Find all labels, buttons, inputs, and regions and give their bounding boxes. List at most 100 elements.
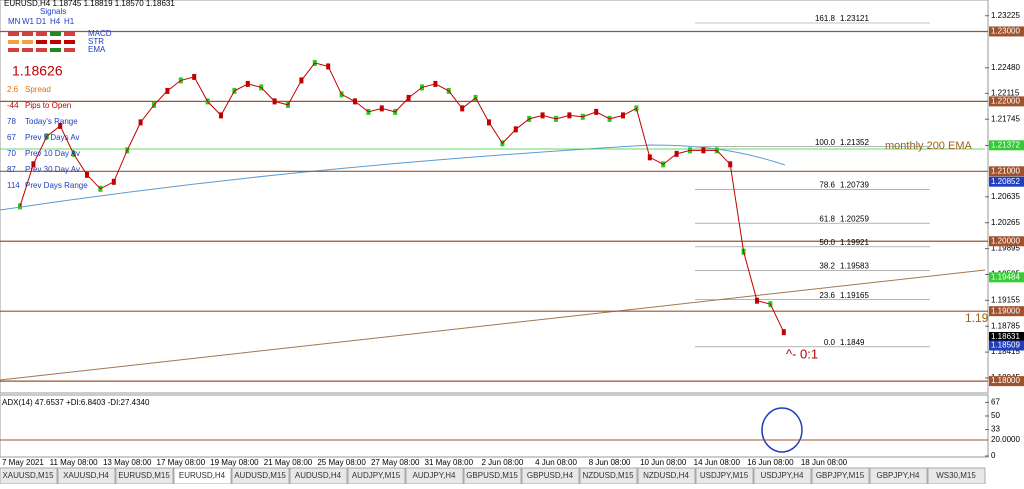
adx-tick-label: 0 — [991, 451, 996, 460]
level-box — [989, 96, 1024, 107]
signal-cell — [50, 40, 61, 44]
fib-price: 1.20739 — [840, 181, 869, 190]
y-tick-label: 1.22115 — [991, 88, 1020, 97]
fib-price: 1.19921 — [840, 238, 869, 247]
tab-label: AUDUSD,H4 — [295, 471, 342, 480]
x-tick-label: 14 Jun 08:00 — [694, 458, 741, 467]
y-tick-label: 1.22480 — [991, 63, 1020, 72]
tab-label: NZDUSD,H4 — [643, 471, 689, 480]
x-tick-label: 7 May 2021 — [2, 458, 44, 467]
signal-cell — [64, 40, 75, 44]
signal-cell — [22, 32, 33, 36]
signal-cell — [64, 32, 75, 36]
signal-cell — [36, 32, 47, 36]
y-tick-label: 1.19895 — [991, 244, 1020, 253]
tab-label: AUDUSD,M15 — [234, 471, 286, 480]
fib-price: 1.23121 — [840, 14, 869, 23]
info-label: Pips to Open — [25, 101, 71, 110]
tab-label: GBPUSD,H4 — [527, 471, 574, 480]
info-label: Today's Range — [25, 117, 78, 126]
timeframe: MN — [8, 17, 21, 26]
signal-cell — [8, 32, 19, 36]
timeframe: W1 — [22, 17, 35, 26]
x-tick-label: 25 May 08:00 — [317, 458, 366, 467]
info-value: 2.6 — [7, 85, 19, 94]
x-tick-label: 16 Jun 08:00 — [747, 458, 794, 467]
price-marker — [989, 176, 1024, 187]
tab-label: USDJPY,H4 — [761, 471, 805, 480]
signal-name: MACD — [88, 29, 112, 38]
fib-ratio: 161.8 — [815, 14, 836, 23]
fib-ratio: 38.2 — [819, 262, 835, 271]
current-price: 1.18626 — [12, 63, 63, 79]
level-box — [989, 306, 1024, 317]
y-tick-label: 1.20265 — [991, 218, 1020, 227]
level-label: 1.23000 — [991, 27, 1020, 36]
price-marker-label: 1.19484 — [991, 272, 1020, 281]
signal-name: EMA — [88, 45, 106, 54]
level-label: 1.21000 — [991, 166, 1020, 175]
x-tick-label: 21 May 08:00 — [264, 458, 313, 467]
fib-price: 1.20259 — [840, 214, 869, 223]
tab-label: GBPJPY,M15 — [816, 471, 865, 480]
info-value: 67 — [7, 133, 16, 142]
info-value: 70 — [7, 149, 16, 158]
adx-title: ADX(14) 47.6537 +DI:6.8403 -DI:27.4340 — [2, 398, 150, 407]
y-tick-label: 1.19155 — [991, 295, 1020, 304]
adx-tick-label: 50 — [991, 411, 1000, 420]
signal-cell — [8, 48, 19, 52]
signal-cell — [8, 40, 19, 44]
tab-label: XAUUSD,H4 — [63, 471, 109, 480]
price-marker — [989, 340, 1024, 351]
symbol: EURUSD,H4 1.18745 1.18819 1.18570 1.1863… — [4, 0, 175, 8]
x-tick-label: 18 Jun 08:00 — [801, 458, 848, 467]
signal-cell — [22, 40, 33, 44]
annotation: ^- 0:1 — [786, 346, 818, 361]
signal-cell — [50, 32, 61, 36]
tab-label: GBPJPY,H4 — [877, 471, 921, 480]
info-label: Prev 5 Days Av — [25, 133, 80, 142]
y-tick-label: 1.23225 — [991, 11, 1020, 20]
price-marker-label: 1.20852 — [991, 177, 1020, 186]
fib-price: 1.19165 — [840, 291, 869, 300]
tab-label: EURUSD,H4 — [179, 471, 226, 480]
info-value: 114 — [7, 181, 20, 190]
info-label: Spread — [25, 85, 51, 94]
x-tick-label: 19 May 08:00 — [210, 458, 259, 467]
price-marker-label: 1.18631 — [991, 332, 1020, 341]
x-tick-label: 2 Jun 08:00 — [481, 458, 523, 467]
fib-price: 1.19583 — [840, 262, 869, 271]
info-value: -44 — [7, 101, 19, 110]
tab-label: XAUUSD,M15 — [2, 471, 54, 480]
signals-title: Signals — [40, 7, 66, 16]
fib-ratio: 100.0 — [815, 138, 836, 147]
trend-line — [0, 269, 986, 381]
x-tick-label: 31 May 08:00 — [425, 458, 474, 467]
tab-label: AUDJPY,M15 — [352, 471, 401, 480]
x-tick-label: 11 May 08:00 — [50, 458, 98, 467]
tab-label: NZDUSD,M15 — [582, 471, 634, 480]
level-box — [989, 166, 1024, 177]
timeframe: H1 — [64, 17, 75, 26]
y-tick-label: 1.21745 — [991, 114, 1020, 123]
fib-ratio: 23.6 — [819, 291, 835, 300]
level-label: 1.19000 — [991, 306, 1020, 315]
level-box — [989, 26, 1024, 37]
x-tick-label: 13 May 08:00 — [103, 458, 152, 467]
price-marker-label: 1.21372 — [991, 140, 1020, 149]
info-label: Prev 30 Day Av — [25, 165, 80, 174]
timeframe: H4 — [50, 17, 61, 26]
price-marker-label: 1.18509 — [991, 341, 1020, 350]
signal-cell — [36, 48, 47, 52]
fib-ratio: 78.6 — [819, 181, 835, 190]
price-panel — [0, 0, 989, 394]
y-tick-label: 1.18415 — [991, 347, 1020, 356]
tab-label: EURUSD,M15 — [118, 471, 170, 480]
fib-price: 1.21352 — [840, 138, 869, 147]
level-box — [989, 376, 1024, 387]
info-label: Prev Days Range — [25, 181, 88, 190]
y-tick-label: 1.20635 — [991, 192, 1020, 201]
info-value: 87 — [7, 165, 16, 174]
fib-ratio: 50.0 — [819, 238, 835, 247]
